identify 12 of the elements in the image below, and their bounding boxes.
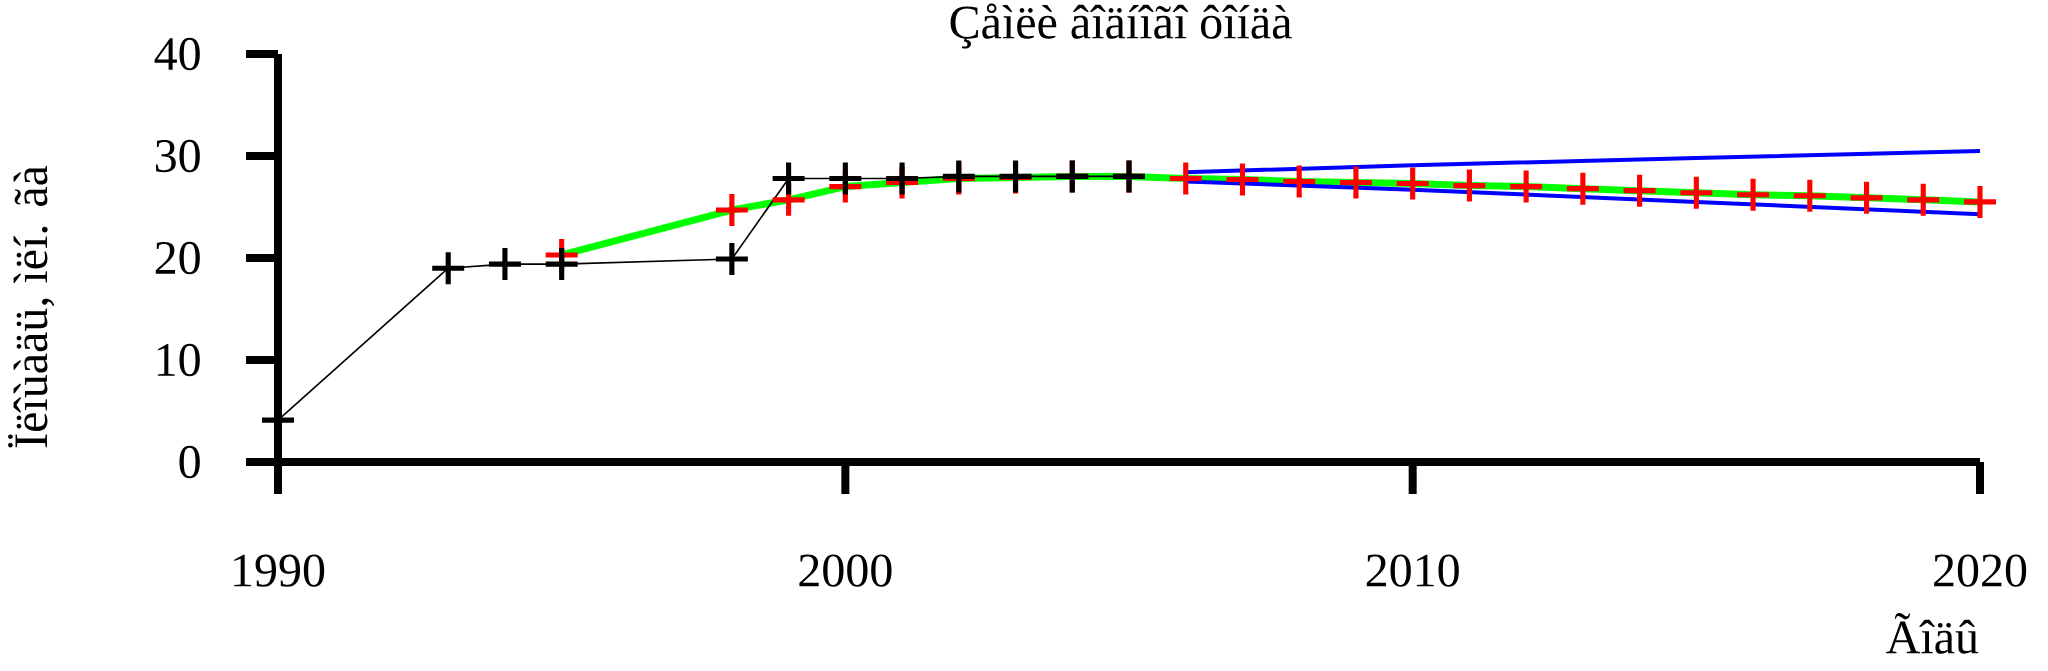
x-tick-label: 2020 [1934,554,2027,587]
x-tick-label: 2000 [799,554,892,587]
y-tick-label: 30 [155,139,200,173]
x-tick-label: 2010 [1366,554,1459,587]
y-tick-label: 0 [179,445,200,479]
y-tick-label: 10 [157,343,200,377]
y-tick-label: 20 [155,241,200,275]
x-tick-label: 1990 [234,554,325,587]
y-axis-title: Ïëîùàäü, ìëí. ãà [8,165,55,448]
y-tick-label: 40 [154,37,200,71]
chart-title: Çåìëè âîäíîãî ôîíäà [950,3,1292,49]
x-axis-title: Ãîäû [1886,613,1979,654]
